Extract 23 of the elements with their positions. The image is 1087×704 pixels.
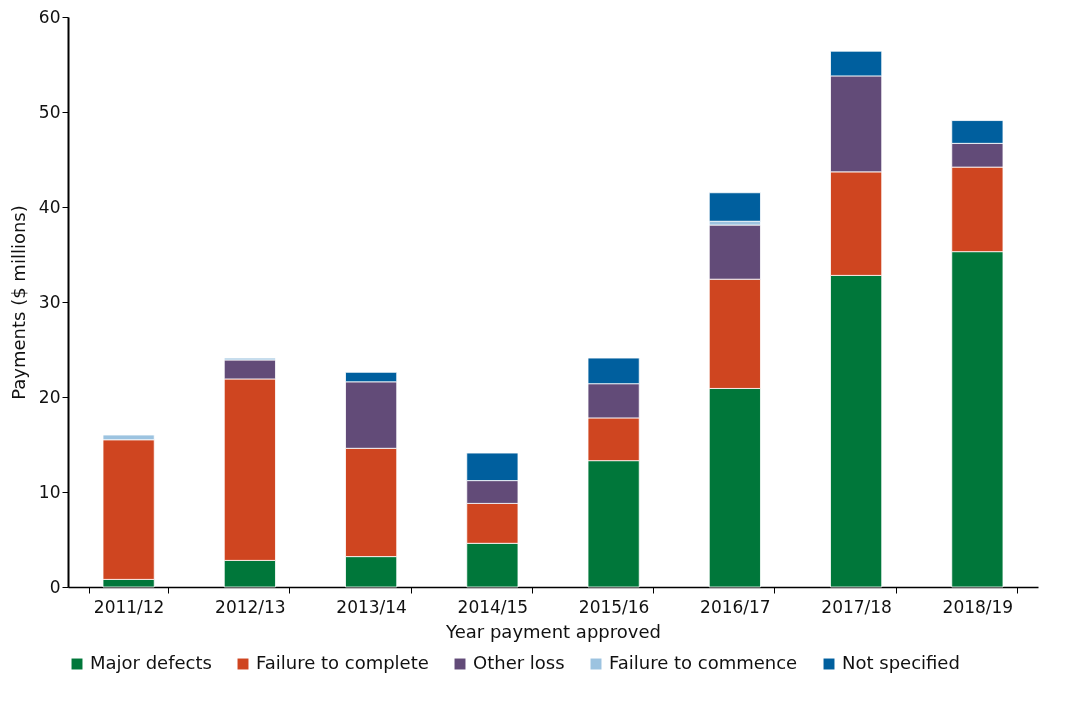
x-tick-label: 2013/14 xyxy=(336,596,407,617)
legend-label: Other loss xyxy=(473,652,565,673)
x-tick-label: 2014/15 xyxy=(457,596,529,617)
x-tick-label: 2018/19 xyxy=(942,596,1014,617)
y-tick-label: 60 xyxy=(38,6,61,27)
x-tick-label: 2015/16 xyxy=(578,596,650,617)
legend-label: Not specified xyxy=(842,652,960,673)
y-tick-label: 0 xyxy=(49,576,61,597)
y-axis-title: Payments ($ millions) xyxy=(7,205,29,400)
x-axis-title: Year payment approved xyxy=(445,620,661,642)
y-tick-label: 30 xyxy=(38,291,61,312)
bar xyxy=(708,192,761,222)
legend-label: Failure to commence xyxy=(609,652,798,673)
legend-label: Major defects xyxy=(90,652,212,673)
x-tick-label: 2016/17 xyxy=(700,596,771,617)
legend-label: Failure to complete xyxy=(256,652,429,673)
x-tick-label: 2017/18 xyxy=(821,596,892,617)
y-tick-label: 50 xyxy=(38,101,61,122)
y-tick-label: 40 xyxy=(38,196,61,217)
y-tick-label: 20 xyxy=(38,386,61,407)
x-tick-label: 2012/13 xyxy=(215,596,286,617)
x-tick-label: 2011/12 xyxy=(93,596,165,617)
y-tick-label: 10 xyxy=(38,481,61,502)
